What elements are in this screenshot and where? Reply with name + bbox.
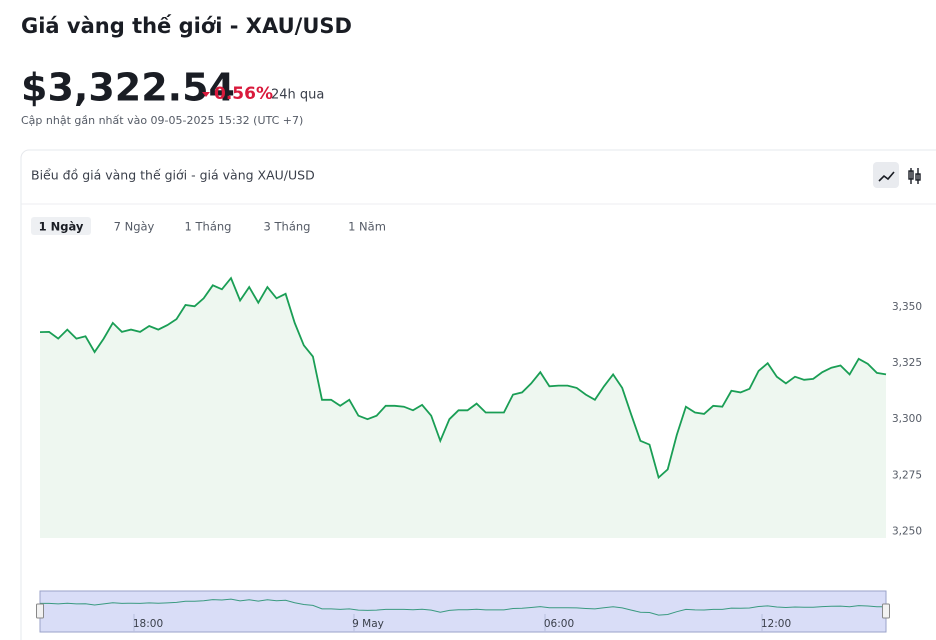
tab[interactable]: 1 Năm (348, 220, 386, 234)
candle-button[interactable] (908, 168, 921, 184)
tab-active-bg (31, 217, 91, 235)
line-icon (878, 171, 895, 182)
navigator-line (40, 598, 887, 616)
updated: Cập nhật gần nhất vào 09-05-2025 15:32 (… (21, 114, 303, 127)
y-tick-label: 3,250 (892, 525, 922, 537)
line-chart-button[interactable] (873, 162, 899, 188)
navigator-handle[interactable] (36, 603, 44, 619)
page-title: Giá vàng thế giới - XAU/USD (21, 14, 352, 38)
y-tick-label: 3,300 (892, 413, 922, 425)
tab[interactable]: 7 Ngày (114, 220, 155, 234)
y-tick-label: 3,275 (892, 469, 922, 481)
navigator-label: 18:00 (133, 618, 163, 630)
tab[interactable]: 1 Ngày (39, 220, 84, 234)
navigator-label: 06:00 (544, 618, 574, 630)
area (40, 278, 886, 538)
tab[interactable]: 3 Tháng (264, 220, 311, 234)
navigator-handle[interactable] (882, 603, 890, 619)
card-title: Biểu đồ giá vàng thế giới - giá vàng XAU… (31, 168, 315, 183)
y-tick-label: 3,325 (892, 357, 922, 369)
price: $3,322.54 (21, 66, 235, 110)
change-period: 24h qua (271, 88, 324, 103)
navigator (39, 590, 887, 633)
navigator-label: 9 May (352, 618, 384, 630)
down-arrow (202, 92, 210, 97)
line (39, 276, 887, 480)
tab[interactable]: 1 Tháng (185, 220, 232, 234)
y-tick-label: 3,350 (892, 301, 922, 313)
change: 0.56% (214, 84, 273, 104)
navigator-label: 12:00 (761, 618, 791, 630)
